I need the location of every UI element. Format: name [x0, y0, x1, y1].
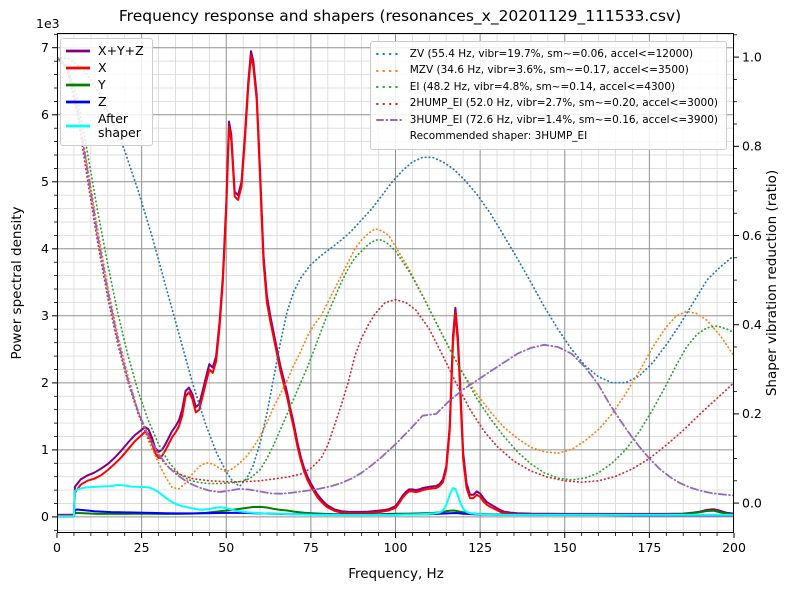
legend-item-hump3-label: 3HUMP_EI (72.6 Hz, vibr=1.4%, sm~=0.16, … [409, 113, 718, 126]
legend-item-hump2-label: 2HUMP_EI (52.0 Hz, vibr=2.7%, sm~=0.20, … [409, 97, 718, 110]
legend-line-sample-icon [66, 83, 90, 87]
y2-tick-label: 0.6 [742, 228, 762, 243]
y2-tick-label: 0.4 [742, 317, 762, 332]
series-shaper-ei [57, 56, 734, 485]
chart-title: Frequency response and shapers (resonanc… [118, 7, 682, 25]
y2-tick-label: 0.8 [742, 139, 762, 154]
x-tick-label: 200 [722, 540, 746, 555]
y-axis-label-right: Shaper vibration reduction (ratio) [764, 169, 780, 397]
series-shaper-hump2 [57, 56, 734, 484]
legend-item-after-label: After shaper [98, 111, 141, 140]
legend-line-sample-icon [375, 53, 402, 56]
legend-line-sample-icon [375, 119, 402, 122]
legend-line-sample-icon [375, 86, 402, 89]
y-tick-label: 1 [41, 442, 49, 457]
legend-item-zv-label: ZV (55.4 Hz, vibr=19.7%, sm~=0.06, accel… [409, 48, 694, 60]
y2-tick-label: 0.0 [742, 495, 762, 510]
legend-item-after: After shaper [65, 112, 144, 140]
legend-psd: X+Y+Z X Y Z After shaper [60, 38, 153, 146]
x-tick-label: 125 [468, 540, 492, 555]
series-psd-x [57, 54, 734, 517]
y-tick-label: 3 [41, 308, 49, 323]
legend-line-sample-icon [66, 49, 90, 53]
series-shaper-hump3 [57, 56, 734, 497]
legend-item-mzv: MZV (34.6 Hz, vibr=3.6%, sm~=0.17, accel… [375, 63, 718, 77]
legend-item-ei-label: EI (48.2 Hz, vibr=4.8%, sm~=0.14, accel<… [409, 80, 676, 93]
x-tick-label: 75 [303, 540, 319, 555]
series-psd-after [57, 483, 734, 518]
x-tick-label: 150 [553, 540, 577, 555]
legend-item-zv: ZV (55.4 Hz, vibr=19.7%, sm~=0.06, accel… [375, 47, 718, 61]
legend-item-z: Z [65, 95, 144, 109]
legend-item-x: X [65, 61, 144, 75]
legend-line-sample-icon [66, 100, 90, 104]
y-tick-label: 2 [41, 375, 49, 390]
legend-item-y: Y [65, 78, 144, 92]
legend-line-sample-icon [375, 102, 402, 105]
y-axis-label-left: Power spectral density [9, 206, 25, 360]
legend-item-x-label: X [98, 60, 107, 75]
legend-line-sample-icon [66, 124, 90, 128]
x-tick-label: 25 [134, 540, 150, 555]
x-tick-label: 100 [384, 540, 408, 555]
plot-spine [57, 33, 734, 533]
legend-item-y-label: Y [98, 77, 106, 92]
legend-line-sample-icon [375, 69, 402, 72]
x-tick-label: 0 [53, 540, 61, 555]
x-tick-label: 175 [637, 540, 661, 555]
y-tick-label: 0 [41, 509, 49, 524]
legend-line-sample-icon [66, 66, 90, 70]
y2-tick-label: 0.2 [742, 406, 762, 421]
legend-item-xyz: X+Y+Z [65, 44, 144, 58]
y-tick-label: 4 [41, 241, 49, 256]
y-tick-label: 7 [41, 40, 49, 55]
series-psd-xyz [57, 50, 734, 516]
y-tick-label: 5 [41, 174, 49, 189]
legend-item-ei: EI (48.2 Hz, vibr=4.8%, sm~=0.14, accel<… [375, 80, 718, 94]
x-axis-label: Frequency, Hz [348, 566, 444, 582]
series-shaper-mzv [57, 56, 734, 490]
legend-item-recommended-shaper-label: Recommended shaper: 3HUMP_EI [409, 130, 588, 143]
y2-tick-label: 1.0 [742, 49, 762, 64]
series-shaper-zv [57, 56, 734, 488]
y-tick-label: 6 [41, 107, 49, 122]
legend-shapers: ZV (55.4 Hz, vibr=19.7%, sm~=0.06, accel… [369, 41, 727, 150]
y-axis-offset-label: 1e3 [36, 16, 60, 31]
legend-item-xyz-label: X+Y+Z [98, 43, 144, 58]
legend-item-hump2: 2HUMP_EI (52.0 Hz, vibr=2.7%, sm~=0.20, … [375, 96, 718, 110]
legend-item-z-label: Z [98, 94, 107, 109]
legend-item-mzv-label: MZV (34.6 Hz, vibr=3.6%, sm~=0.17, accel… [409, 64, 689, 77]
x-tick-label: 50 [218, 540, 234, 555]
legend-item-hump3: 3HUMP_EI (72.6 Hz, vibr=1.4%, sm~=0.16, … [375, 113, 718, 127]
legend-item-recommended-shaper: Recommended shaper: 3HUMP_EI [376, 129, 718, 143]
